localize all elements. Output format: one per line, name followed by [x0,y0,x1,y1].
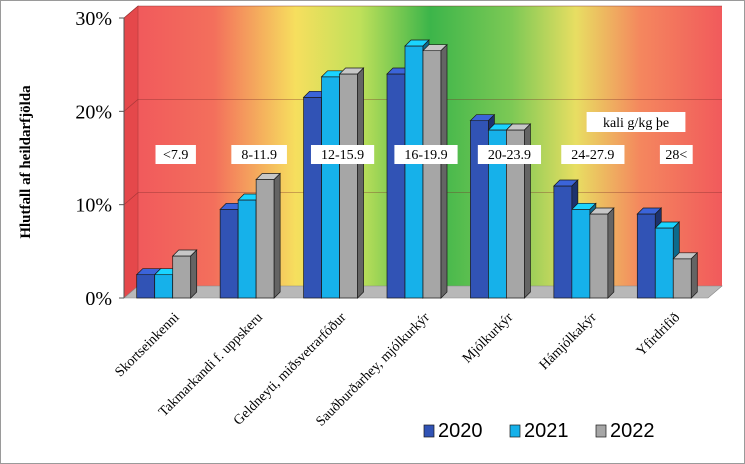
bar-2022-5 [589,207,615,299]
legend-item-2021: 2021 [509,420,569,442]
bar-2022-4 [505,123,532,299]
range-label-box [659,145,693,164]
gridline-side [123,5,139,19]
range-label-4: 20-23.9 [477,145,542,164]
range-label-text: 8-11.9 [241,148,277,163]
annotation: kali g/kg þe [586,112,686,132]
bar-front [553,185,573,299]
side-wall [123,5,139,299]
category-label: Skortseinkenni [113,310,183,380]
legend: 2020 2021 2022 [423,420,655,442]
legend-swatch [595,424,607,438]
range-label-box [561,145,625,164]
bar-front [571,208,591,299]
y-tick-label: 10% [75,195,112,217]
range-label-3: 16-19.9 [394,145,458,164]
legend-swatch [423,424,435,438]
bar-2022-3 [422,43,448,299]
bar-front [136,274,156,299]
bar-front [672,258,692,299]
bar-front [321,76,340,299]
y-tick-label: 0% [85,288,112,310]
range-label-text: 28< [665,148,687,163]
bar-front [589,213,609,299]
bar-side [690,251,698,299]
bar-side [190,249,198,299]
annotation-text: kali g/kg þe [603,116,669,131]
legend-item-2022: 2022 [595,420,655,442]
range-label-box [310,145,375,164]
bar-2022-2 [338,67,365,299]
bar-front [339,73,358,299]
bar-front [255,179,275,299]
y-tick-label: 20% [75,101,112,123]
range-label-box [231,145,287,164]
bar-front [154,274,174,299]
range-label-2: 12-15.9 [310,145,375,164]
bar-side [273,172,281,299]
range-labels: <7.9 8-11.9 12-15.9 16-19.9 20-23.9 24-27.9 28… [155,112,693,164]
legend-label: 2020 [438,420,483,442]
range-label-6: 28< [659,145,693,164]
range-label-text: 20-23.9 [488,148,531,163]
range-label-text: 12-15.9 [321,148,364,163]
category-label: Hámjólkakýr [537,310,600,373]
bar-front [303,96,322,299]
bar-front [654,227,674,299]
bar-front [219,208,239,299]
range-label-0: <7.9 [155,145,196,164]
bar-2022-1 [255,172,281,299]
legend-label: 2022 [610,420,655,442]
range-label-1: 8-11.9 [231,145,287,164]
bar-side [440,43,448,299]
category-label: Mjólkurkýr [460,310,516,366]
legend-label: 2021 [524,420,569,442]
bar-front [422,50,442,299]
bar-side [524,123,531,299]
axes: 0% 10% 20% 30% [75,8,125,310]
annotation-box [586,112,686,132]
bar-front [636,213,656,299]
bar-side [357,67,364,299]
bar-2022-6 [672,251,699,299]
range-label-5: 24-27.9 [561,145,625,164]
bar-front [386,73,406,299]
y-tick-label: 30% [75,8,112,30]
category-label: Yfirdrifið [634,310,683,359]
range-label-text: <7.9 [163,148,188,163]
range-label-box [155,145,196,164]
bar-front [237,199,257,299]
gridline-side [123,192,139,205]
range-label-text: 16-19.9 [404,148,447,163]
range-label-box [394,145,458,164]
legend-swatch [509,424,521,438]
range-label-box [477,145,542,164]
range-label-text: 24-27.9 [571,148,614,163]
bar-front [172,255,192,299]
bar-front [404,45,424,299]
y-axis-label: Hlutfall af heildarfjölda [18,85,34,239]
gridline-side [123,99,139,112]
bar-side [607,207,615,299]
bar-2022-0 [171,249,198,299]
legend-item-2020: 2020 [423,420,483,442]
